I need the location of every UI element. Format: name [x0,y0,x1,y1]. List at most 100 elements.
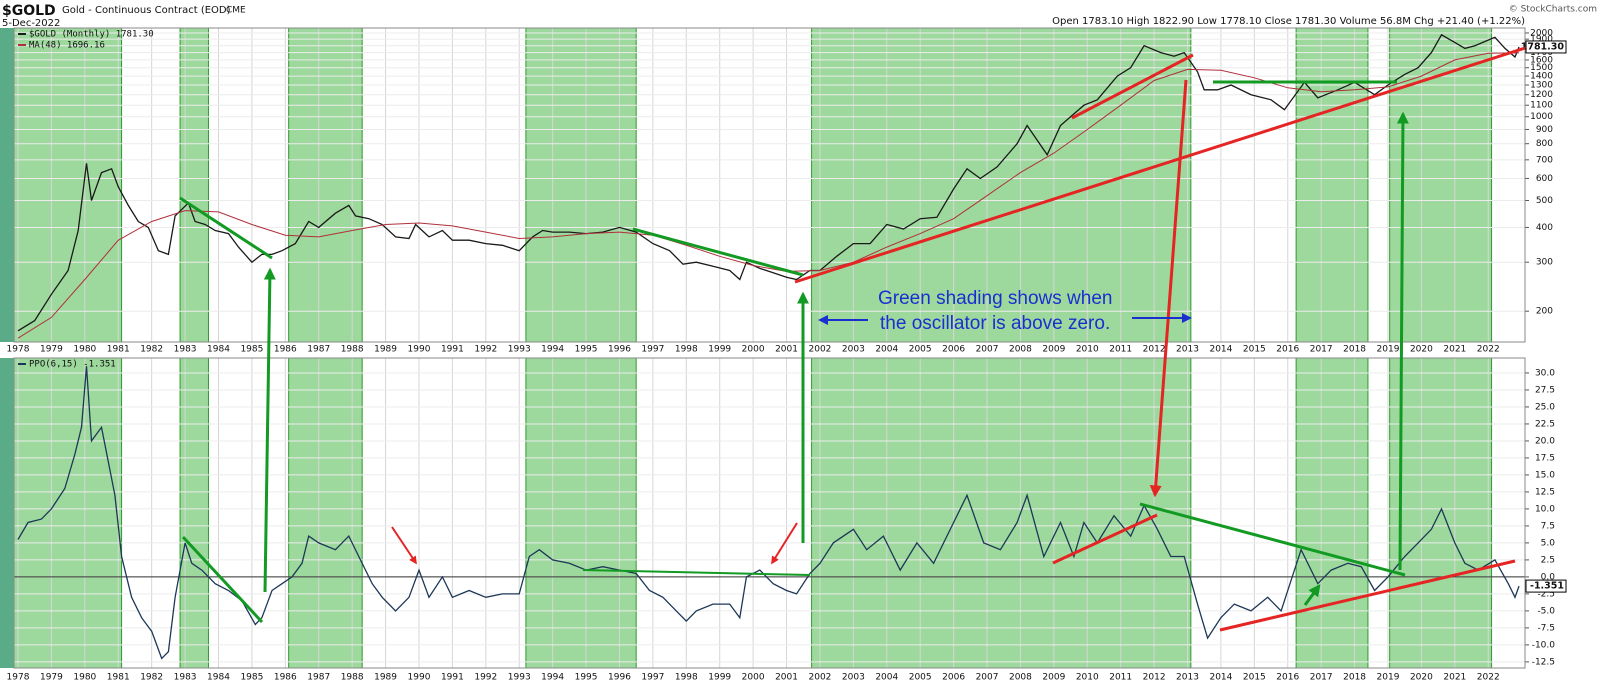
x-tick-label: 2018 [1343,345,1366,355]
left-strip [0,358,14,668]
x-tick-label: 1998 [675,345,698,355]
arrow [263,267,276,593]
trendline [179,196,273,260]
y-tick-label: 1900 [1530,35,1553,45]
trendline [632,227,804,277]
x-tick-label: 1997 [641,673,664,683]
left-strip [0,28,14,342]
y-tick-label: 7.5 [1541,521,1555,531]
y-tick-label: 27.5 [1535,385,1555,395]
x-tick-label: 2020 [1410,673,1433,683]
x-tick-label: 1993 [508,673,531,683]
arrow [1149,79,1188,498]
x-tick-label: 2001 [775,345,798,355]
y-tick-label: 200 [1536,307,1553,317]
x-tick-label: 1995 [575,345,598,355]
y-tick-label: 22.5 [1535,419,1555,429]
x-tick-label: 2013 [1176,673,1199,683]
x-tick-label: 1991 [441,673,464,683]
x-tick-label: 2008 [1009,345,1032,355]
trendline [1219,559,1516,632]
y-tick-label: 1400 [1530,72,1553,82]
x-tick-label: 2005 [909,673,932,683]
x-tick-label: 1982 [140,345,163,355]
x-tick-label: 1990 [408,673,431,683]
y-tick-label: 1100 [1530,101,1553,111]
last-value-box [1525,579,1567,593]
series-line [17,33,1520,332]
x-tick-label: 2007 [976,673,999,683]
y-tick-label: 900 [1536,125,1553,135]
shading [525,28,637,342]
x-tick-label: 2006 [942,345,965,355]
x-tick-label: 2022 [1477,345,1500,355]
x-tick-label: 1981 [107,673,130,683]
shading [525,358,637,668]
x-tick-label: 1997 [641,345,664,355]
y-tick-label: 12.5 [1535,487,1555,497]
x-tick-label: 1988 [341,345,364,355]
y-tick-label: 1200 [1530,90,1553,100]
x-tick-label: 1980 [73,345,96,355]
x-tick-label: 2001 [775,673,798,683]
x-tick-label: 2016 [1276,345,1299,355]
date: 5-Dec-2022 [2,18,60,29]
arrow [771,522,798,565]
series-line [17,366,1520,660]
trendline [1052,513,1158,565]
x-tick-label: 1980 [73,673,96,683]
y-tick-label: 1300 [1530,81,1553,91]
shading [288,28,363,342]
y-tick-label: 2000 [1530,28,1553,38]
shading [179,358,209,668]
y-tick-label: 400 [1536,223,1553,233]
panel-clip [14,28,1525,342]
x-tick-label: 2009 [1042,673,1065,683]
shading [1389,28,1493,342]
x-tick-label: 2004 [875,345,898,355]
x-tick-label: 1984 [207,345,230,355]
y-tick-label: 10.0 [1535,504,1555,514]
panel-frame [13,27,1526,343]
trendline [1071,53,1194,120]
y-tick-label: 700 [1536,155,1553,165]
x-tick-label: 2007 [976,345,999,355]
x-tick-label: 1989 [374,345,397,355]
y-tick-label: 20.0 [1535,436,1555,446]
y-tick-label: -10.0 [1532,640,1556,650]
annotation: the oscillator is above zero. [880,313,1110,334]
arrow [391,526,417,565]
y-tick-label: 600 [1536,174,1553,184]
y-tick-label: 30.0 [1535,368,1555,378]
x-tick-label: 1999 [708,345,731,355]
y-tick-label: 0.0 [1541,572,1556,582]
trendline [794,46,1526,284]
x-tick-label: 2019 [1377,345,1400,355]
x-tick-label: 1994 [541,673,564,683]
x-tick-label: 1992 [474,345,497,355]
trendline [1139,502,1406,577]
x-tick-label: 1982 [140,673,163,683]
y-tick-label: -2.5 [1537,589,1555,599]
x-tick-label: 1983 [174,673,197,683]
legend-label: MA(48) 1696.16 [29,41,105,51]
x-tick-label: 1996 [608,345,631,355]
x-tick-label: 2016 [1276,673,1299,683]
y-tick-label: 300 [1536,258,1553,268]
x-tick-label: 1991 [441,345,464,355]
x-tick-label: 2010 [1076,345,1099,355]
last-value-box [1525,40,1567,54]
last-value-label: 1781.30 [1521,41,1565,52]
x-tick-label: 2002 [809,673,832,683]
arrow [1396,111,1409,571]
shading [14,358,123,668]
y-tick-label: 5.0 [1541,538,1556,548]
x-tick-label: 2004 [875,673,898,683]
shading [811,28,1192,342]
x-tick-label: 2019 [1377,673,1400,683]
x-tick-label: 2021 [1443,673,1466,683]
legend-label: PPO(6,15) -1.351 [29,360,116,370]
quote: Open 1783.10 High 1822.90 Low 1778.10 Cl… [1052,16,1525,27]
shading [1295,358,1369,668]
